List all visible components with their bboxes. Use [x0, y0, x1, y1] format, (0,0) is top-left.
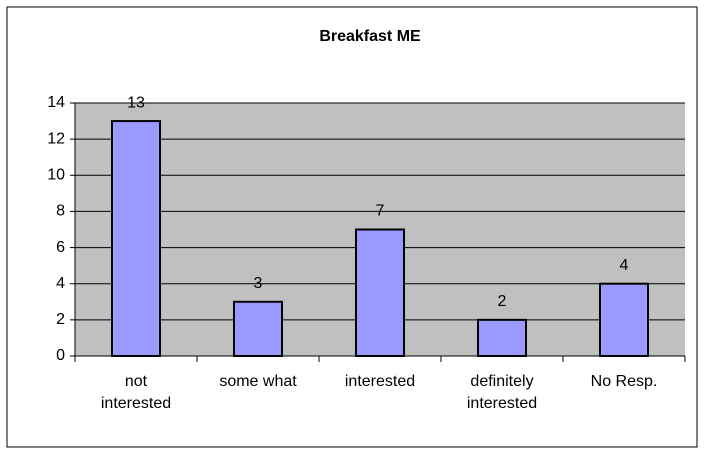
data-label: 7	[376, 203, 385, 220]
bar	[355, 228, 405, 357]
y-tick-label: 10	[47, 167, 65, 184]
y-tick-label: 2	[56, 311, 65, 328]
bar	[599, 282, 649, 358]
data-label: 13	[127, 94, 145, 111]
x-tick-label: definitely interested	[466, 373, 538, 412]
data-label: 4	[620, 257, 629, 274]
y-tick-label: 12	[47, 130, 65, 147]
x-tick-label: interested	[344, 373, 416, 390]
y-tick-label: 14	[47, 94, 65, 111]
bar	[233, 300, 283, 357]
bar	[111, 120, 161, 357]
y-tick-label: 6	[56, 239, 65, 256]
chart-title: Breakfast ME	[319, 28, 421, 45]
x-tick-label: not interested	[100, 373, 172, 412]
x-tick-label: some what	[219, 373, 297, 390]
bar	[477, 318, 527, 358]
x-tick-label: No Resp.	[590, 373, 658, 390]
data-label: 2	[498, 293, 507, 310]
y-tick-label: 0	[56, 347, 65, 364]
y-tick-label: 8	[56, 203, 65, 220]
y-tick-label: 4	[56, 275, 65, 292]
data-label: 3	[254, 275, 263, 292]
